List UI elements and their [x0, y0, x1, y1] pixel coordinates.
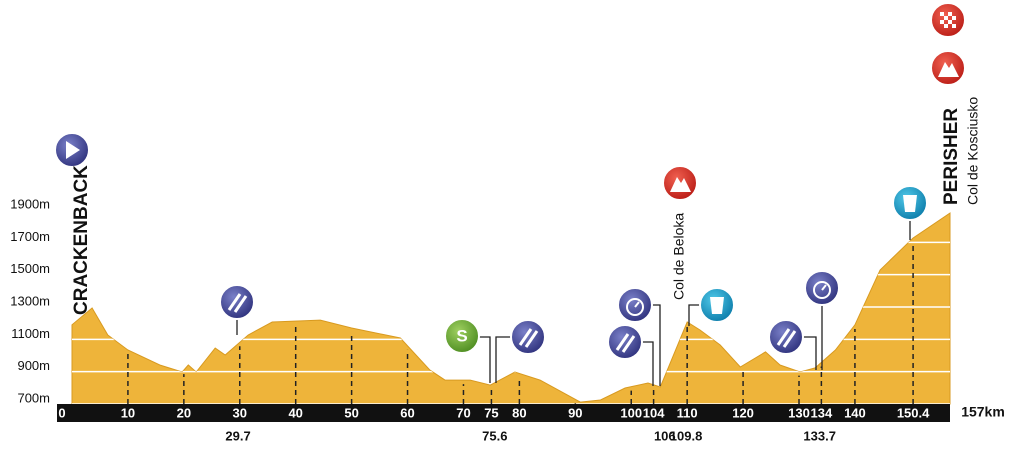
connectors [236, 220, 911, 386]
x-tick-label: 40 [288, 405, 302, 420]
x-tick-label: 80 [512, 405, 526, 420]
finish-climb: Col de Kosciusko [965, 97, 981, 205]
km-band [57, 404, 950, 422]
x-tick-label: 60 [400, 405, 414, 420]
x-tick-label: 0 [58, 405, 65, 420]
x-tick-label: 50 [344, 405, 358, 420]
x-tick-label: 70 [456, 405, 470, 420]
sprint-letter: S [456, 326, 467, 345]
y-tick-label: 900m [17, 358, 50, 373]
km-point-label: 133.7 [803, 428, 836, 443]
x-tick-label: 20 [177, 405, 191, 420]
km-point-label: 106 [654, 428, 676, 443]
finish-name: PERISHER [941, 108, 962, 205]
x-tick-label: 150.4 [897, 405, 930, 420]
y-tick-label: 1700m [10, 229, 50, 244]
x-tick-label: 134 [811, 405, 833, 420]
x-tick-label: 30 [233, 405, 247, 420]
km-point-label: 109.8 [670, 428, 703, 443]
icons [54, 2, 966, 360]
x-tick-label: 100 [620, 405, 642, 420]
x-tick-label: 90 [568, 405, 582, 420]
y-tick-label: 1300m [10, 293, 50, 308]
km-point-label: 29.7 [225, 428, 250, 443]
x-tick-label: 110 [677, 405, 698, 420]
start-name: CRACKENBACK [71, 165, 92, 315]
y-tick-label: 1900m [10, 196, 50, 211]
x-tick-label: 75 [484, 405, 498, 420]
x-tick-label: 120 [732, 405, 754, 420]
x-tick-label: 140 [844, 405, 866, 420]
x-tick-label: 130 [788, 405, 810, 420]
y-tick-label: 1500m [10, 261, 50, 276]
y-tick-label: 700m [17, 390, 50, 405]
km-point-label: 75.6 [482, 428, 507, 443]
y-tick-label: 1100m [11, 326, 50, 341]
elevation-area [71, 212, 951, 405]
x-tick-label: 10 [121, 405, 135, 420]
climb-name: Col de Beloka [671, 213, 687, 300]
x-tick-label: 157km [961, 404, 1005, 420]
x-tick-label: 104 [643, 405, 665, 420]
